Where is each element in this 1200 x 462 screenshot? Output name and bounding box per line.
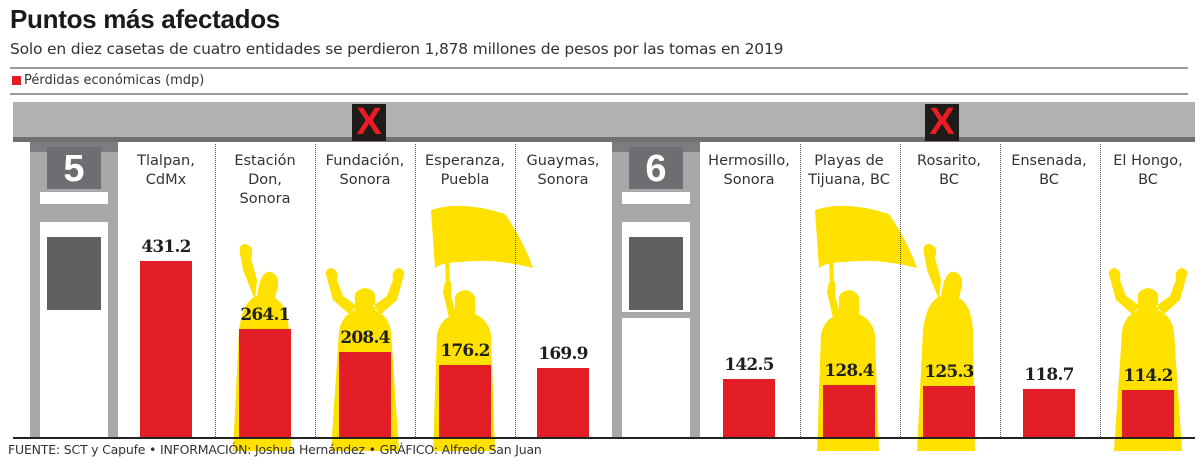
column-separator: [315, 144, 316, 437]
booth-number: 6: [629, 147, 683, 190]
category-label-line: CdMx: [145, 172, 187, 188]
bar: [140, 261, 192, 437]
toll-booth-6: 6: [612, 142, 700, 437]
bar: [1023, 388, 1075, 437]
value-label: 114.2: [1123, 366, 1173, 387]
value-label: 176.2: [440, 341, 490, 362]
value-label: 208.4: [340, 327, 390, 348]
category-label-line: Tijuana, BC: [808, 172, 890, 188]
divider-top: [10, 67, 1188, 69]
category-label-line: BC: [939, 172, 959, 188]
toll-roof: [13, 102, 1195, 137]
category-label: Esperanza, Puebla: [415, 152, 515, 190]
value-label: 142.5: [724, 354, 774, 375]
category-label: Rosarito, BC: [899, 152, 999, 190]
bar: [439, 365, 491, 437]
category-label-line: Hermosillo,: [708, 153, 790, 169]
value-label: 169.9: [538, 343, 588, 364]
page-title: Puntos más afectados: [10, 4, 280, 34]
bar: [339, 351, 391, 437]
chart-baseline: [13, 437, 1195, 439]
category-label-line: Sonora: [339, 172, 391, 188]
category-label: Guaymas, Sonora: [513, 152, 613, 190]
category-label: Fundación, Sonora: [315, 152, 415, 190]
category-label: Estación Don, Sonora: [215, 152, 315, 209]
legend: Pérdidas económicas (mdp): [12, 73, 204, 88]
category-label: Tlalpan, CdMx: [116, 152, 216, 190]
bar: [537, 367, 589, 437]
category-label-line: BC: [1039, 172, 1059, 188]
divider-legend: [10, 93, 1188, 95]
legend-swatch: [12, 76, 21, 85]
category-label-line: Estación: [234, 153, 296, 169]
booth-number: 5: [47, 147, 101, 190]
closed-x-icon: X: [352, 103, 386, 141]
column-separator: [800, 144, 801, 437]
category-label-line: Tlalpan,: [137, 153, 195, 169]
category-label-line: Sonora: [239, 191, 291, 207]
toll-booth-5: 5: [30, 142, 118, 437]
column-separator: [900, 144, 901, 437]
value-label: 128.4: [824, 360, 874, 381]
category-label-line: Sonora: [537, 172, 589, 188]
booth-window: [47, 237, 101, 310]
page-subtitle: Solo en diez casetas de cuatro entidades…: [10, 40, 784, 58]
value-label: 431.2: [141, 237, 191, 257]
booth-window: [629, 237, 683, 310]
category-label-line: Puebla: [440, 172, 490, 188]
column-separator: [1000, 144, 1001, 437]
bar: [723, 378, 775, 437]
category-label-line: Rosarito,: [917, 153, 981, 169]
column-separator: [215, 144, 216, 437]
category-label-line: BC: [1138, 172, 1158, 188]
legend-label: Pérdidas económicas (mdp): [24, 73, 205, 88]
category-label: Hermosillo, Sonora: [699, 152, 799, 190]
toll-roof-base: [13, 137, 1195, 142]
category-label-line: El Hongo,: [1113, 153, 1183, 169]
value-label: 118.7: [1024, 364, 1074, 385]
category-label-line: Playas de: [814, 153, 884, 169]
category-label-line: Ensenada,: [1011, 153, 1087, 169]
value-label: 264.1: [240, 305, 290, 326]
bar: [1122, 390, 1174, 437]
bar: [923, 385, 975, 437]
closed-x-icon: X: [925, 103, 959, 141]
category-label: El Hongo, BC: [1098, 152, 1198, 190]
column-separator: [415, 144, 416, 437]
column-separator: [515, 144, 516, 437]
bar: [823, 384, 875, 437]
bar: [239, 329, 291, 437]
category-label-line: Don,: [248, 172, 282, 188]
category-label-line: Fundación,: [325, 153, 405, 169]
category-label-line: Esperanza,: [425, 153, 505, 169]
category-label-line: Guaymas,: [526, 153, 600, 169]
category-label: Ensenada, BC: [999, 152, 1099, 190]
column-separator: [1100, 144, 1101, 437]
value-label: 125.3: [924, 361, 974, 382]
source-credits: FUENTE: SCT y Capufe • INFORMACIÓN: Josh…: [8, 442, 542, 457]
category-label: Playas de Tijuana, BC: [799, 152, 899, 190]
category-label-line: Sonora: [723, 172, 775, 188]
